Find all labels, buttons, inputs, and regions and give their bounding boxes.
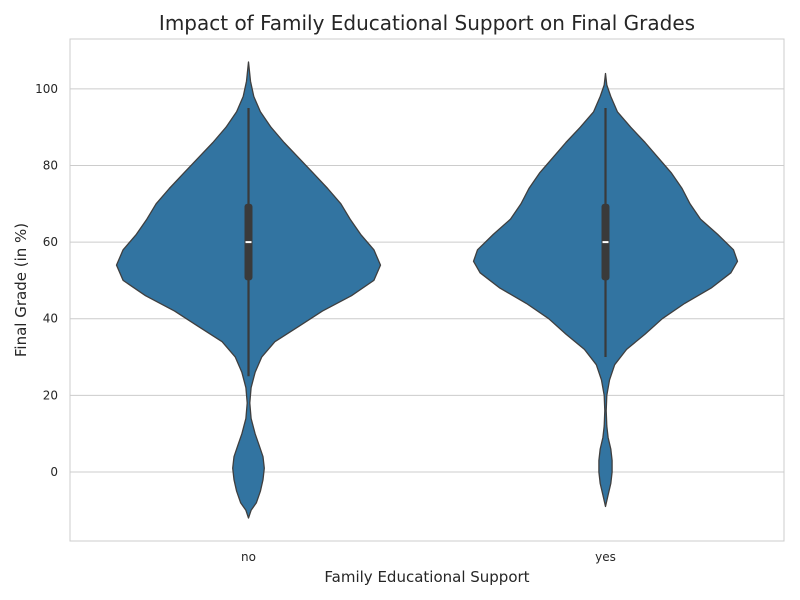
y-tick-label: 100 bbox=[35, 82, 58, 96]
violin-layer bbox=[115, 61, 739, 519]
y-axis-label: Final Grade (in %) bbox=[12, 223, 30, 357]
y-tick-label: 40 bbox=[43, 312, 58, 326]
x-tick-label: no bbox=[241, 550, 256, 564]
x-tick-labels: no yes bbox=[241, 550, 616, 564]
x-axis-label: Family Educational Support bbox=[324, 568, 529, 586]
x-tick-label: yes bbox=[595, 550, 616, 564]
y-tick-label: 20 bbox=[43, 388, 58, 402]
y-tick-label: 60 bbox=[43, 235, 58, 249]
y-tick-label: 80 bbox=[43, 158, 58, 172]
chart-title: Impact of Family Educational Support on … bbox=[159, 11, 695, 35]
y-tick-label: 0 bbox=[50, 465, 58, 479]
y-tick-labels: 0 20 40 60 80 100 bbox=[35, 82, 58, 479]
plot-frame bbox=[69, 38, 785, 542]
